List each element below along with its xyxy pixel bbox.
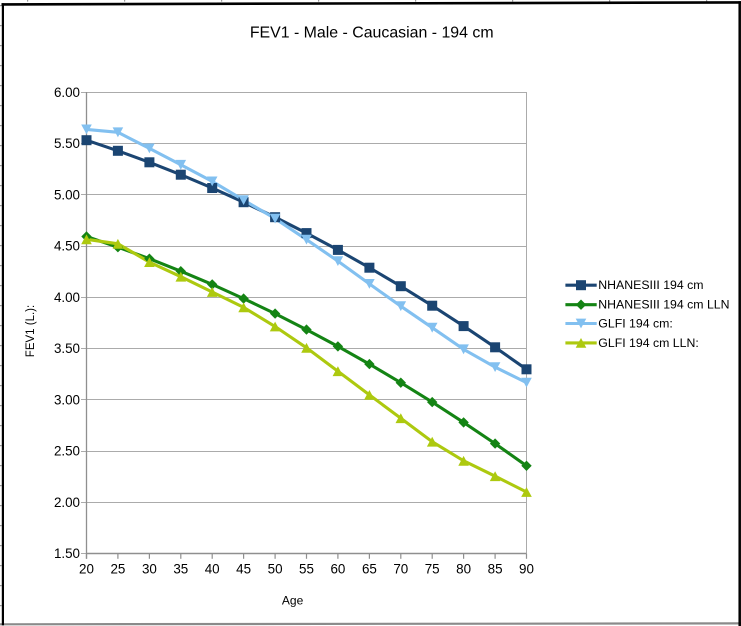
svg-text:20: 20 xyxy=(79,562,94,577)
svg-text:Age: Age xyxy=(282,594,304,608)
svg-text:90: 90 xyxy=(519,562,534,577)
svg-text:70: 70 xyxy=(393,562,408,577)
svg-text:45: 45 xyxy=(236,562,251,577)
svg-text:60: 60 xyxy=(330,562,345,577)
svg-text:4.50: 4.50 xyxy=(54,239,80,254)
svg-text:5.00: 5.00 xyxy=(54,188,80,203)
svg-text:80: 80 xyxy=(456,562,471,577)
svg-text:85: 85 xyxy=(488,562,503,577)
svg-text:FEV1 - Male - Caucasian - 194: FEV1 - Male - Caucasian - 194 cm xyxy=(250,25,494,42)
svg-text:3.00: 3.00 xyxy=(54,393,80,408)
svg-text:65: 65 xyxy=(362,562,377,577)
svg-text:FEV1 (L.):: FEV1 (L.): xyxy=(25,305,37,357)
svg-text:3.50: 3.50 xyxy=(54,341,80,356)
svg-text:35: 35 xyxy=(173,562,188,577)
svg-text:30: 30 xyxy=(142,562,157,577)
svg-text:75: 75 xyxy=(425,562,440,577)
svg-text:2.00: 2.00 xyxy=(54,495,80,510)
svg-text:25: 25 xyxy=(110,562,125,577)
svg-text:40: 40 xyxy=(205,562,220,577)
svg-text:GLFI 194 cm:: GLFI 194 cm: xyxy=(598,316,673,330)
svg-text:GLFI 194 cm LLN:: GLFI 194 cm LLN: xyxy=(598,336,698,350)
svg-text:1.50: 1.50 xyxy=(54,546,80,561)
svg-text:NHANESIII 194 cm LLN: NHANESIII 194 cm LLN xyxy=(598,298,729,312)
svg-text:4.00: 4.00 xyxy=(54,290,80,305)
svg-text:55: 55 xyxy=(299,562,314,577)
svg-text:5.50: 5.50 xyxy=(54,136,80,151)
svg-text:6.00: 6.00 xyxy=(54,85,80,100)
svg-text:2.50: 2.50 xyxy=(54,444,80,459)
svg-text:NHANESIII 194 cm: NHANESIII 194 cm xyxy=(598,278,703,292)
svg-text:50: 50 xyxy=(268,562,283,577)
